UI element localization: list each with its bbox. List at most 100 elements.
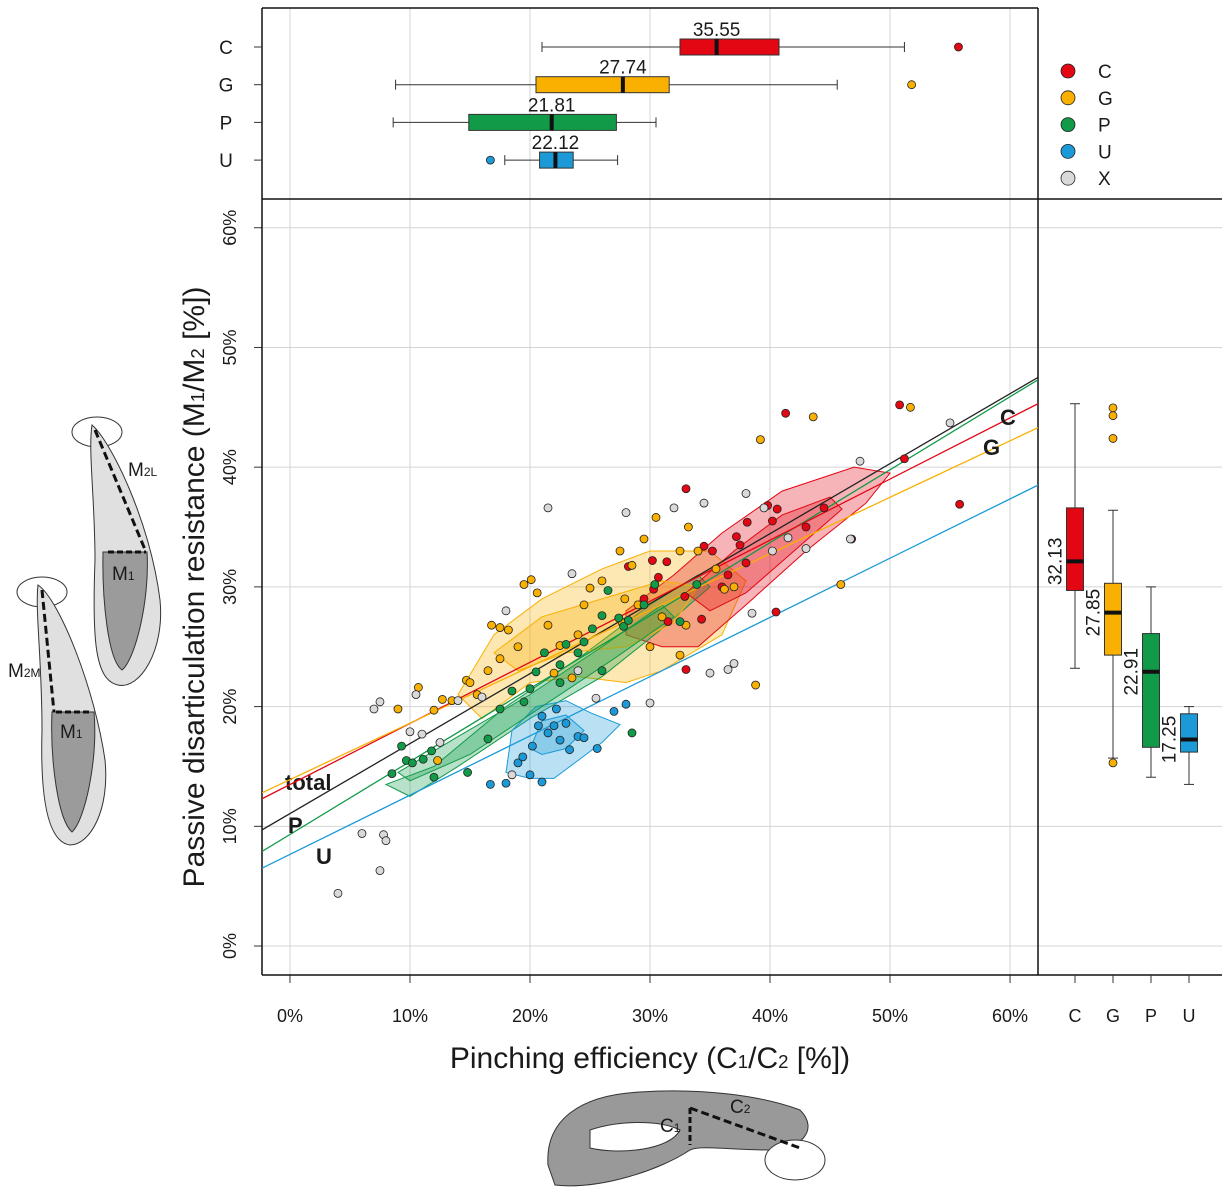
point	[663, 617, 673, 626]
category-label: P	[220, 113, 233, 134]
axis-title-part: 2	[778, 1051, 788, 1072]
point	[393, 704, 403, 714]
point	[705, 668, 715, 678]
measure-line	[689, 1106, 801, 1150]
point	[579, 733, 589, 743]
point	[781, 408, 791, 418]
density-region	[397, 604, 675, 782]
axis-title-part: /M	[178, 359, 211, 392]
point	[435, 738, 445, 747]
point	[539, 648, 549, 658]
point	[645, 698, 655, 708]
category-label: U	[1183, 1006, 1196, 1026]
point	[684, 522, 693, 532]
point	[561, 639, 571, 649]
axis-title-part: /C	[748, 1042, 778, 1075]
point	[855, 456, 865, 466]
point	[573, 648, 583, 658]
box	[1066, 507, 1084, 591]
point	[768, 546, 777, 556]
point	[525, 770, 535, 780]
legend-label: P	[1098, 116, 1111, 137]
point	[900, 454, 909, 464]
axis-title-part: 2	[187, 348, 208, 358]
point	[585, 583, 595, 593]
point	[567, 673, 577, 683]
point	[681, 665, 691, 674]
point	[627, 560, 637, 570]
outlier	[1108, 411, 1118, 421]
x-tick-label: 10%	[392, 1006, 428, 1026]
legend-label: X	[1098, 169, 1111, 190]
point	[533, 721, 543, 731]
box	[679, 38, 780, 56]
illustrations	[16, 416, 826, 1187]
legend-swatch	[1060, 143, 1076, 159]
point	[614, 613, 624, 623]
y-tick-label: 30%	[220, 569, 240, 605]
point	[801, 522, 811, 532]
point	[693, 546, 703, 556]
y-tick-label: 60%	[220, 210, 240, 246]
outlier	[485, 155, 495, 165]
point	[573, 630, 583, 640]
illustration-label: M1	[112, 564, 135, 585]
median-label: 27.74	[599, 58, 647, 79]
x-tick-label: 40%	[752, 1006, 788, 1026]
point	[708, 546, 717, 556]
point	[623, 616, 633, 625]
legend-label: G	[1098, 89, 1113, 110]
tooth-inner	[51, 711, 96, 833]
legend-swatch	[1060, 117, 1076, 132]
x-tick-label: 60%	[992, 1006, 1028, 1026]
point	[407, 758, 417, 768]
point	[639, 600, 649, 610]
point	[819, 503, 829, 513]
point	[768, 516, 777, 526]
point	[681, 484, 691, 494]
point	[906, 402, 915, 412]
y-tick-label: 10%	[220, 808, 240, 844]
illustration-label-part: 2	[744, 1102, 751, 1116]
axis-title: Passive disarticulation resistance (M1/M…	[178, 287, 211, 888]
point	[645, 642, 655, 652]
point	[751, 680, 761, 690]
point	[650, 580, 660, 589]
point	[747, 608, 757, 618]
point	[525, 684, 535, 694]
point	[381, 836, 391, 846]
point	[836, 580, 846, 589]
point	[621, 699, 631, 709]
point	[771, 607, 781, 617]
density-region	[384, 574, 711, 797]
axis-title-part: [%])	[788, 1042, 850, 1075]
fit-label: U	[316, 844, 332, 869]
point	[537, 711, 547, 721]
point	[662, 557, 672, 567]
point	[485, 780, 495, 789]
point	[783, 533, 793, 543]
axis-title-part: Passive disarticulation resistance (M	[178, 402, 211, 887]
outlier	[1108, 434, 1118, 443]
point	[621, 508, 631, 518]
point	[579, 600, 589, 610]
point	[591, 693, 601, 703]
point	[808, 412, 818, 422]
point	[723, 570, 733, 580]
claw	[547, 1090, 809, 1187]
y-tick-label: 50%	[220, 329, 240, 365]
point	[549, 668, 559, 678]
illustration-label: M2M	[8, 661, 41, 682]
category-label: G	[219, 76, 234, 97]
box	[1104, 582, 1122, 656]
point	[692, 580, 702, 589]
point	[531, 667, 541, 677]
point	[639, 534, 649, 544]
point	[453, 696, 463, 706]
point	[565, 745, 574, 755]
tooth-inner	[102, 551, 148, 671]
point	[543, 503, 553, 513]
point	[405, 727, 415, 737]
density-region	[529, 714, 585, 756]
